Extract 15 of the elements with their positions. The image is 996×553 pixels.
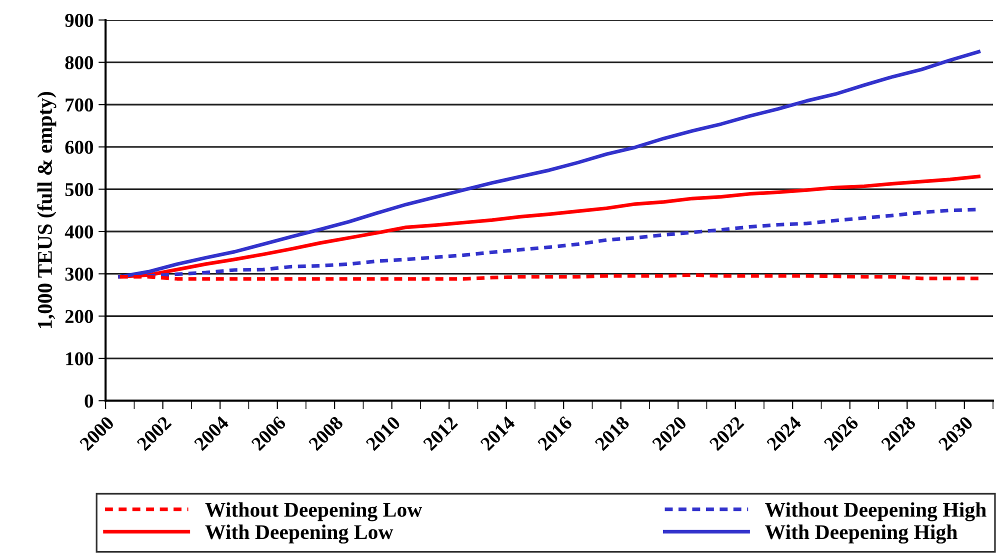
- y-tick-label: 800: [65, 56, 94, 70]
- y-tick-label: 400: [64, 225, 94, 238]
- y-tick-label: 100: [66, 352, 94, 366]
- y-tick-label: 0: [84, 394, 94, 408]
- y-tick-label: 700: [66, 98, 94, 112]
- legend-label: With Deepening High: [765, 524, 958, 544]
- y-tick-label: 500: [65, 183, 94, 196]
- y-tick-label: 200: [65, 310, 94, 324]
- legend-label: With Deepening Low: [205, 524, 394, 544]
- y-axis-title: 1,000 TEUS (full & empty): [37, 92, 56, 328]
- legend-label: Without Deepening Low: [205, 502, 422, 522]
- y-tick-label: 900: [65, 14, 94, 27]
- y-tick-label: 300: [65, 268, 94, 281]
- legend-label: Without Deepening High: [765, 502, 986, 522]
- y-tick-label: 600: [65, 140, 94, 154]
